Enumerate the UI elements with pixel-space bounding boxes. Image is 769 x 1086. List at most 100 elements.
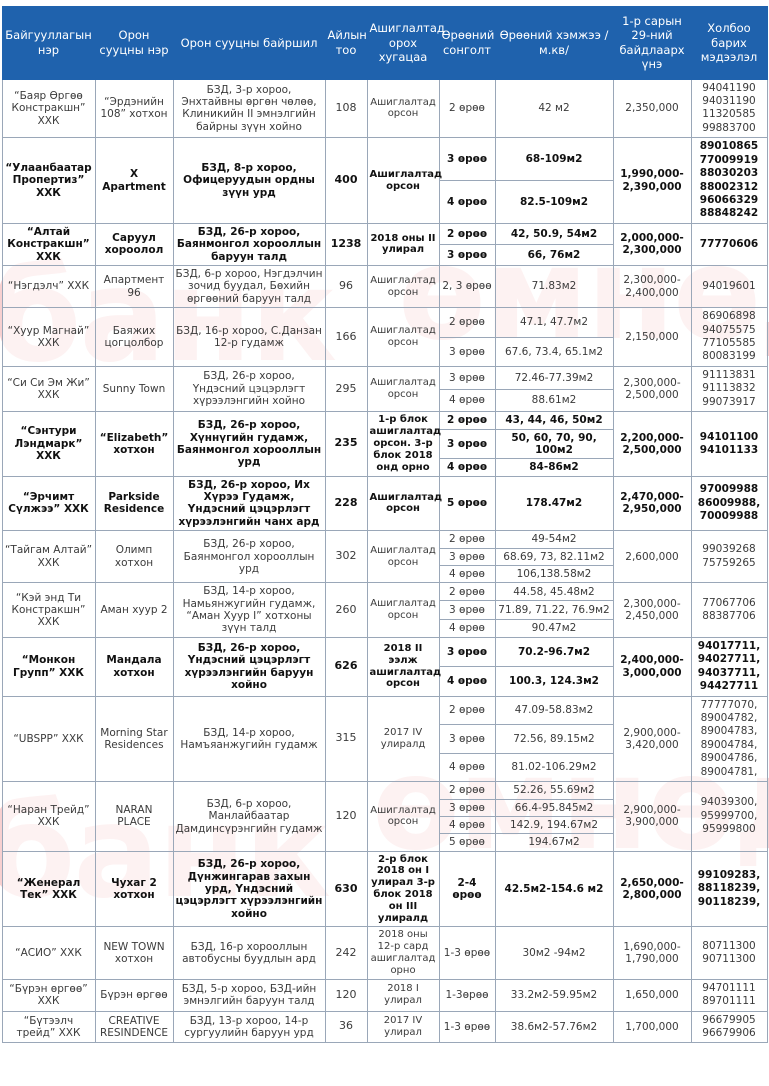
cell-unit-count: 626 xyxy=(324,636,368,697)
cell-unit-count: 1238 xyxy=(324,222,368,267)
cell-address: БЗД, 26-р хороо, Дүнжингарав захын урд, … xyxy=(172,850,326,928)
cell-org-name: “Баяр Өргөө Констракшн” ХХК xyxy=(1,78,96,139)
cell-room-size: 70.2-96.7м2 xyxy=(494,636,614,668)
phone-number: 99109283, xyxy=(697,868,761,881)
cell-room-choice: 3 өрөө xyxy=(438,336,496,367)
cell-room-choice: 2 өрөө xyxy=(438,781,496,800)
cell-room-size: 44.58, 45.48м2 xyxy=(494,582,614,602)
cell-completion-term: 2017 IV улиралд xyxy=(366,695,440,783)
table-row: 4 өрөө 142.9, 194.67м2 xyxy=(2,815,767,835)
cell-project-name: NEW TOWN хотхон xyxy=(94,926,174,980)
phone-number: 94101133 xyxy=(699,443,759,456)
cell-room-size: 72.56, 89.15м2 xyxy=(494,724,614,754)
cell-address: БЗД, 26-р хороо, Их Хүрээ Гудамж, Үндэсн… xyxy=(172,475,326,532)
cell-completion-term: Ашиглалтад орсон xyxy=(366,78,440,139)
cell-contact-phones: 77770606 xyxy=(690,222,768,267)
cell-project-name: Баяжих цогцолбор xyxy=(94,307,174,367)
cell-completion-term: 1-р блок ашиглалтад орсон. 3-р блок 2018… xyxy=(366,411,441,477)
cell-room-size: 66.4-95.845м2 xyxy=(494,798,614,817)
phone-number: 88030203 xyxy=(699,167,759,180)
header-unit-count: Айлын тоо xyxy=(324,6,368,80)
phone-number: 94039300, xyxy=(700,796,758,809)
cell-price: 1,650,000 xyxy=(612,978,692,1012)
cell-project-name: Parkside Residence xyxy=(94,475,174,532)
cell-org-name: “Женерал Тек” ХХК xyxy=(1,850,96,928)
cell-room-choice: 4 өрөө xyxy=(438,388,496,413)
cell-project-name: Апартмент 96 xyxy=(94,264,174,309)
cell-room-choice: 4 өрөө xyxy=(438,180,496,224)
cell-completion-term: Ашиглалтад орсон xyxy=(366,264,440,309)
cell-room-choice: 4 өрөө xyxy=(438,564,496,584)
phone-number: 91113832 xyxy=(702,382,756,395)
cell-org-name: “Бүрэн өргөө” ХХК xyxy=(1,978,96,1012)
cell-room-size: 38.6м2-57.76м2 xyxy=(494,1010,614,1044)
phone-number: 75759265 xyxy=(702,556,756,569)
phone-number: 94019601 xyxy=(702,279,756,292)
table-row: “Хуур Магнай” ХХК Баяжих цогцолбор БЗД, 16… xyxy=(1,307,768,367)
cell-address: БЗД, 8-р хороо, Офицеруудын ордны зүүн у… xyxy=(172,137,326,224)
cell-price: 2,350,000 xyxy=(612,78,692,139)
table-row: “UBSPP” ХХК Morning Star Residences БЗД, 1… xyxy=(1,695,768,783)
phone-number: 11320585 xyxy=(702,108,756,121)
cell-room-size: 90.47м2 xyxy=(494,618,614,638)
header-completion-term: Ашиглалтад орох хугацаа xyxy=(366,6,445,80)
cell-room-size: 72.46-77.39м2 xyxy=(494,365,614,390)
cell-room-choice: 2 өрөө xyxy=(438,582,496,602)
cell-completion-term: Ашиглалтад орсон xyxy=(366,582,440,638)
phone-number: 94101100 xyxy=(699,430,759,443)
cell-address: БЗД, 3-р хороо, Энхтайвны өргөн чөлөө, К… xyxy=(172,78,326,139)
cell-price: 1,700,000 xyxy=(612,1010,692,1044)
cell-room-choice: 2 өрөө xyxy=(438,78,496,139)
cell-price: 2,300,000- 2,450,000 xyxy=(612,582,692,638)
cell-unit-count: 295 xyxy=(324,365,368,413)
cell-contact-phones: 94041190 94031190 11320585 99883700 xyxy=(690,78,768,139)
cell-room-choice: 4 өрөө xyxy=(438,815,496,835)
table-row: “Баяр Өргөө Констракшн” ХХК “Эрдэнийн 108… xyxy=(1,78,768,139)
cell-completion-term: 2018 оны II улирал xyxy=(366,222,440,267)
cell-completion-term: Ашиглалтад орсон xyxy=(366,137,442,224)
cell-room-size: 68.69, 73, 82.11м2 xyxy=(494,547,614,566)
cell-room-size: 84-86м2 xyxy=(494,458,614,477)
phone-number: 89004782, xyxy=(700,712,758,724)
table-row: 4 өрөө 82.5-109м2 xyxy=(2,180,767,224)
cell-address: БЗД, 6-р хороо, Нэгдэлчин зочид буудал, … xyxy=(172,264,326,309)
cell-completion-term: 2-р блок 2018 он I улирал 3-р блок 2018 … xyxy=(366,850,440,928)
cell-completion-term: 2018 II ээлж ашиглалтад орсон xyxy=(366,636,441,697)
cell-room-choice: 3 өрөө xyxy=(438,428,496,460)
cell-unit-count: 166 xyxy=(324,307,368,367)
cell-room-size: 142.9, 194.67м2 xyxy=(494,815,614,835)
cell-room-size: 71.83м2 xyxy=(494,264,614,309)
cell-contact-phones: 77067706 88387706 xyxy=(690,582,768,638)
cell-room-size: 68-109м2 xyxy=(494,137,614,182)
cell-room-choice: 1-3 өрөө xyxy=(438,1010,496,1044)
cell-room-size: 194.67м2 xyxy=(494,833,614,852)
cell-project-name: “Эрдэнийн 108” хотхон xyxy=(94,78,174,139)
table-row: 3 өрөө 50, 60, 70, 90, 100м2 xyxy=(2,428,767,460)
phone-number: 96679905 xyxy=(702,1013,756,1026)
cell-project-name: Sunny Town xyxy=(94,365,174,413)
table-row: “Монкон Групп” ХХК Мандала хотхон БЗД, 26-… xyxy=(1,636,768,697)
phone-number: 80083199 xyxy=(702,350,756,363)
table-row: 3 өрөө 68.69, 73, 82.11м2 xyxy=(2,547,767,566)
cell-org-name: “Хуур Магнай” ХХК xyxy=(1,307,96,367)
table-body: “Баяр Өргөө Констракшн” ХХК “Эрдэнийн 108… xyxy=(1,78,768,1044)
cell-room-size: 30м2 -94м2 xyxy=(494,926,614,980)
phone-number: 77009919 xyxy=(699,153,759,166)
cell-price: 2,900,000- 3,420,000 xyxy=(612,695,692,783)
cell-room-size: 67.6, 73.4, 65.1м2 xyxy=(494,336,614,367)
cell-unit-count: 315 xyxy=(324,695,368,783)
cell-completion-term: Ашиглалтад орсон xyxy=(366,475,442,532)
cell-completion-term: Ашиглалтад орсон xyxy=(366,781,440,852)
cell-org-name: “Монкон Групп” ХХК xyxy=(1,636,96,697)
cell-contact-phones: 97009988 86009988, 70009988 xyxy=(690,475,768,532)
table-row: 3 өрөө 67.6, 73.4, 65.1м2 xyxy=(2,336,767,367)
cell-room-size: 47.09-58.83м2 xyxy=(494,695,614,726)
cell-contact-phones: 99109283, 88118239, 90118239, xyxy=(690,850,768,928)
cell-room-size: 47.1, 47.7м2 xyxy=(494,307,614,338)
phone-number: 90118239, xyxy=(697,895,761,908)
table-row: “Бүтээлч трейд” ХХК CREATIVE RESINDENCE БЗ… xyxy=(1,1010,768,1044)
phone-number: 89004781, xyxy=(700,765,758,778)
table-row: “Бүрэн өргөө” ХХК Бүрэн өргөө БЗД, 5-р хор… xyxy=(1,978,768,1012)
cell-room-choice: 3 өрөө xyxy=(438,137,496,182)
cell-org-name: “UBSPP” ХХК xyxy=(1,695,96,783)
